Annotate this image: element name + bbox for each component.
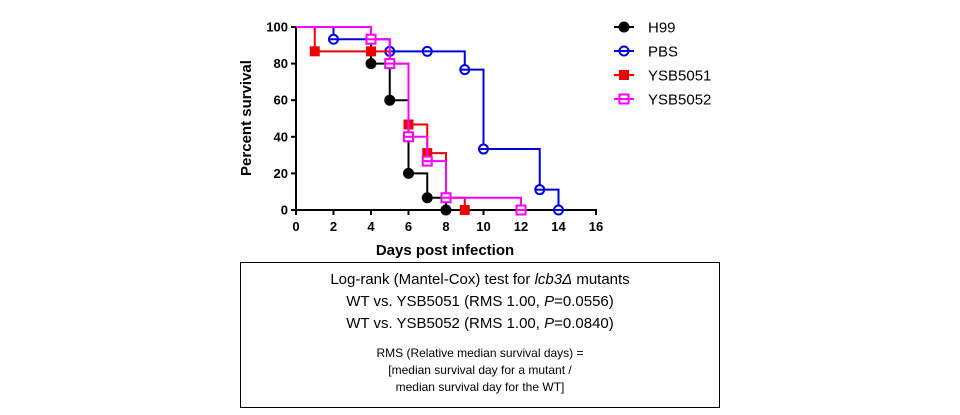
statistics-box: Log-rank (Mantel-Cox) test for lcb3Δ mut… (240, 262, 720, 408)
survival-curve-ysb5052 (296, 26, 522, 210)
data-point-pbs (421, 45, 433, 57)
x-tick-label: 16 (589, 219, 603, 234)
data-point-h99 (440, 204, 452, 216)
y-tick-label: 60 (274, 93, 288, 108)
x-tick-label: 0 (292, 219, 299, 234)
x-tick-label: 10 (476, 219, 490, 234)
data-point-h99 (384, 94, 396, 106)
gene-name: lcb3Δ (534, 271, 573, 288)
data-point-h99 (403, 167, 414, 179)
legend-label-ysb5052: YSB5052 (648, 92, 711, 109)
data-point-pbs (459, 64, 471, 76)
data-point-h99 (421, 192, 433, 204)
legend-item-h99: H99 (614, 20, 676, 37)
stats-comparison-ysb5051: WT vs. YSB5051 (RMS 1.00, P=0.0556) (241, 291, 719, 313)
series-ysb5051 (296, 26, 470, 215)
chart-legend: H99 PBS YSB5051 YSB5052 (614, 20, 711, 109)
data-point-ysb5052 (384, 58, 396, 70)
data-point-pbs (478, 143, 489, 155)
stats-comparison-ysb5052: WT vs. YSB5052 (RMS 1.00, P=0.0840) (241, 313, 719, 335)
rms-definition: RMS (Relative median survival days) = [m… (241, 345, 719, 396)
y-axis-title: Percent survival (238, 60, 255, 176)
data-point-ysb5052 (365, 33, 377, 45)
data-point-ysb5051 (366, 46, 376, 57)
series-ysb5052 (296, 26, 527, 216)
data-point-pbs (553, 204, 564, 216)
x-tick-label: 4 (367, 219, 375, 234)
stats-title-suffix: mutants (572, 271, 630, 288)
series-layer (296, 26, 564, 216)
y-tick-label: 40 (274, 129, 288, 144)
data-point-ysb5051 (459, 205, 470, 215)
chart-axes: 0 2 4 6 8 10 12 14 16 0 20 40 60 80 100 (266, 20, 603, 235)
data-point-ysb5052 (440, 192, 452, 204)
legend-item-ysb5052: YSB5052 (614, 92, 711, 109)
comparison-suffix: =0.0840) (554, 315, 614, 332)
stats-title: Log-rank (Mantel-Cox) test for lcb3Δ mut… (241, 269, 719, 291)
legend-label-ysb5051: YSB5051 (648, 68, 711, 85)
rms-line: [median survival day for a mutant / (388, 363, 572, 377)
rms-line: RMS (Relative median survival days) = (376, 346, 584, 360)
stats-title-prefix: Log-rank (Mantel-Cox) test for (330, 271, 535, 288)
x-tick-label: 6 (405, 219, 412, 234)
p-symbol: P (544, 315, 555, 332)
y-tick-label: 20 (274, 166, 288, 181)
rms-line: median survival day for the WT] (395, 380, 565, 394)
legend-label-pbs: PBS (648, 44, 678, 61)
x-tick-label: 12 (514, 219, 528, 234)
comparison-prefix: WT vs. YSB5052 (RMS 1.00, (346, 315, 545, 332)
survival-curve-ysb5051 (296, 26, 466, 210)
data-point-ysb5051 (309, 46, 320, 57)
legend-marker-ysb5052 (618, 93, 630, 105)
comparison-prefix: WT vs. YSB5051 (RMS 1.00, (346, 293, 545, 310)
survival-chart: 0 2 4 6 8 10 12 14 16 0 20 40 60 80 100 H99 PBS YSB5051 Y… (238, 20, 711, 260)
data-point-h99 (365, 58, 377, 70)
data-point-pbs (534, 184, 546, 196)
data-point-ysb5052 (403, 131, 414, 143)
series-pbs (296, 26, 564, 216)
data-point-ysb5052 (515, 204, 527, 216)
x-tick-label: 8 (442, 219, 449, 234)
y-tick-label: 80 (274, 56, 288, 71)
x-tick-label: 14 (551, 219, 566, 234)
y-tick-label: 0 (281, 203, 288, 218)
y-tick-label: 100 (266, 20, 288, 35)
data-point-pbs (328, 33, 339, 45)
legend-marker-ysb5051 (619, 70, 629, 80)
legend-item-pbs: PBS (614, 44, 678, 61)
comparison-suffix: =0.0556) (554, 293, 614, 310)
x-axis-title: Days post infection (376, 242, 514, 259)
legend-marker-pbs (618, 45, 630, 57)
legend-label-h99: H99 (648, 20, 676, 37)
data-point-ysb5052 (421, 155, 433, 167)
p-symbol: P (544, 293, 555, 310)
legend-marker-h99 (618, 21, 630, 33)
legend-item-ysb5051: YSB5051 (614, 68, 711, 85)
x-tick-label: 2 (330, 219, 337, 234)
